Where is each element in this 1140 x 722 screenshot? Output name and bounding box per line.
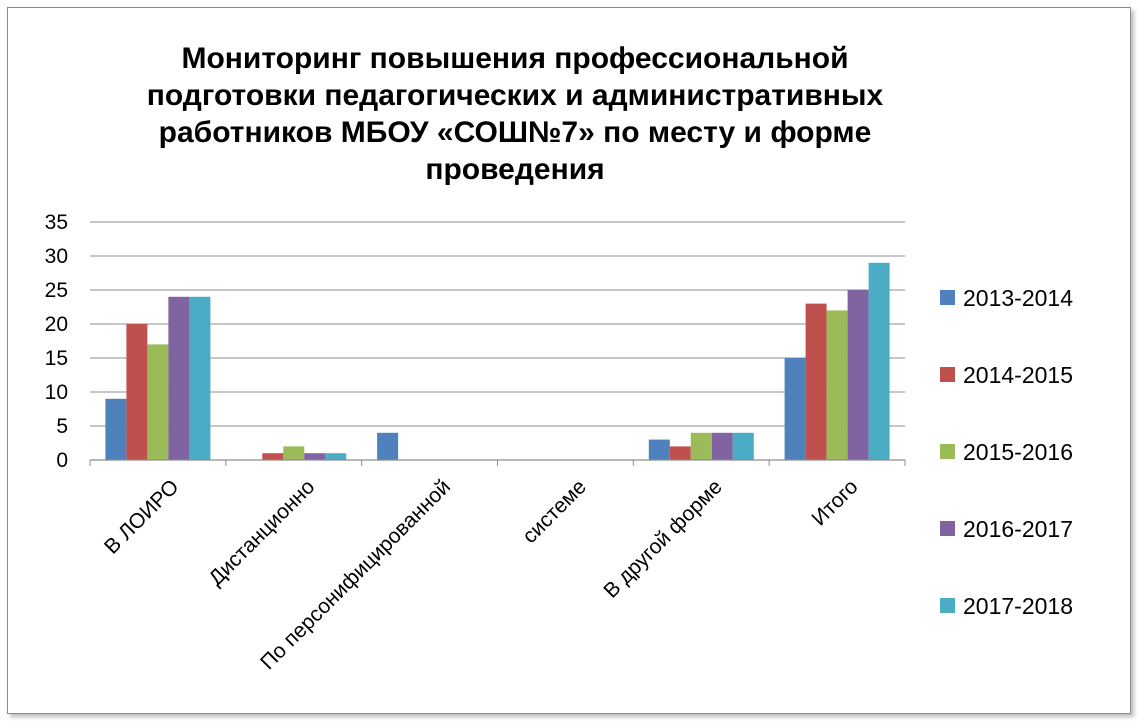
gridlines [90, 221, 905, 427]
bar [283, 446, 305, 460]
legend: 2013-2014 2014-2015 2015-2016 2016-2017 2017… [940, 285, 1073, 619]
legend-swatch [940, 444, 955, 459]
bar [805, 303, 827, 460]
legend-label: 2017-2018 [963, 593, 1073, 619]
chart-title: Мониторинг повышения профессиональной по… [90, 40, 940, 188]
bar [732, 432, 754, 460]
y-tick-label: 5 [56, 415, 68, 438]
legend-swatch [940, 290, 955, 305]
bar [262, 453, 284, 460]
bar [304, 453, 326, 460]
legend-label: 2014-2015 [963, 362, 1073, 388]
legend-swatch [940, 367, 955, 382]
bars [105, 262, 890, 460]
x-category-label: Дистанционно [204, 475, 319, 590]
y-tick-label: 25 [45, 279, 68, 302]
y-tick-label: 15 [45, 347, 68, 370]
y-tick-label: 10 [45, 381, 68, 404]
legend-swatch [940, 521, 955, 536]
chart-title-line: проведения [425, 153, 605, 186]
bar [189, 296, 211, 460]
y-tick-label: 20 [45, 313, 68, 336]
x-category-label: В ЛОИРО [100, 475, 183, 558]
legend-label: 2013-2014 [963, 285, 1073, 311]
bar [377, 432, 399, 460]
bar [325, 453, 347, 460]
bar [711, 432, 733, 460]
bar [669, 446, 691, 460]
y-tick-label: 0 [56, 449, 68, 472]
legend-label: 2015-2016 [963, 439, 1073, 465]
bar [847, 290, 869, 460]
chart-title-line: подготовки педагогических и администрати… [146, 79, 884, 112]
y-tick-label: 30 [45, 245, 68, 268]
x-axis [89, 459, 906, 466]
legend-swatch [940, 598, 955, 613]
chart-title-line: работников МБОУ «СОШ№7» по месту и форме [158, 116, 872, 149]
bar [648, 439, 670, 460]
y-tick-label: 35 [45, 211, 68, 234]
bar [826, 310, 848, 460]
chart-title-line: Мониторинг повышения профессиональной [181, 42, 849, 75]
bar [147, 344, 169, 460]
bar [105, 398, 127, 460]
bar [126, 324, 148, 460]
y-axis-ticks: 0 5 10 15 20 25 30 35 [45, 211, 68, 472]
bar [868, 262, 890, 460]
x-category-label: Итого [807, 475, 862, 530]
x-category-label: В другой форме [599, 475, 726, 602]
bar [690, 432, 712, 460]
bar [784, 358, 806, 460]
bar [168, 296, 190, 460]
x-category-label: системе [518, 475, 591, 548]
legend-label: 2016-2017 [963, 516, 1073, 542]
